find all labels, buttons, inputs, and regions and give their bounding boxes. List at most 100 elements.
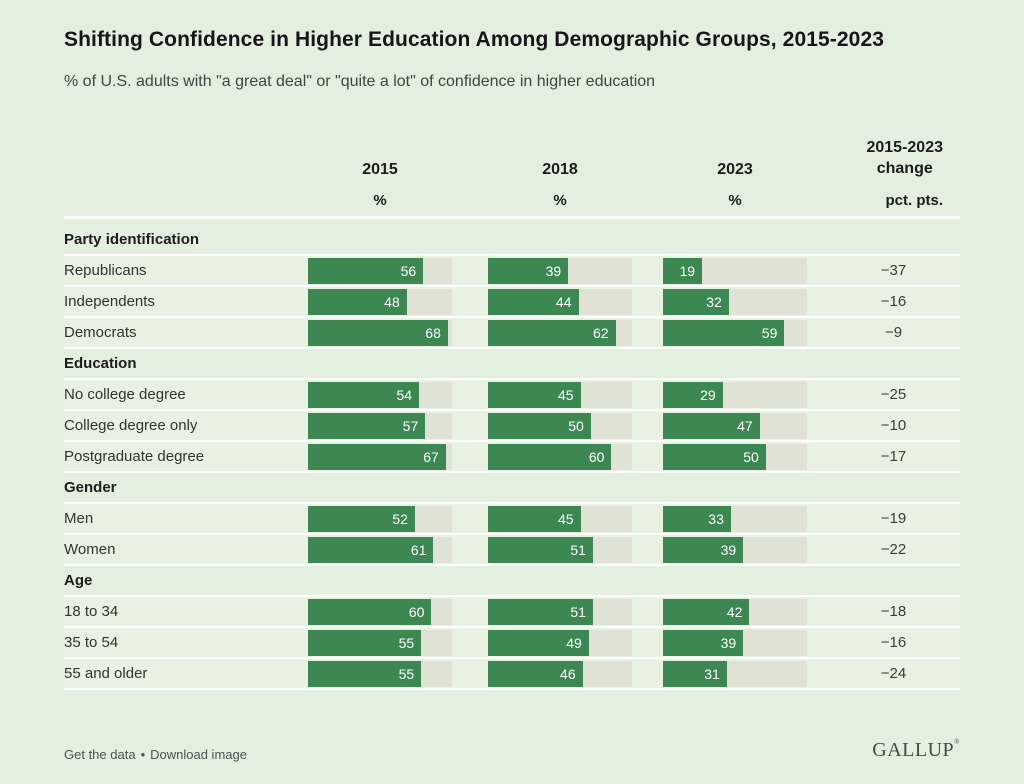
change-value: −22 bbox=[880, 541, 907, 558]
bar-track-2023: 39 bbox=[663, 536, 807, 563]
row-label: 35 to 54 bbox=[64, 634, 119, 651]
bar-value: 44 bbox=[555, 293, 572, 310]
bar-track-2023: 50 bbox=[663, 443, 807, 470]
bar-cell-2023: 19 bbox=[663, 257, 807, 284]
bar-fill: 29 bbox=[663, 381, 723, 408]
unit-percent-2023: % bbox=[728, 192, 742, 209]
unit-percent-2018: % bbox=[553, 192, 567, 209]
bar-cell-2015: 60 bbox=[308, 598, 488, 625]
table-row: Women 61 51 39 −22 bbox=[64, 535, 960, 566]
bar-fill: 39 bbox=[663, 536, 744, 563]
row-label: College degree only bbox=[64, 417, 198, 434]
bar-value: 55 bbox=[398, 634, 415, 651]
bar-value: 39 bbox=[720, 541, 737, 558]
bar-track-2018: 62 bbox=[488, 319, 632, 346]
column-header-2015: 2015 bbox=[362, 161, 398, 178]
bar-fill: 50 bbox=[488, 412, 591, 439]
bar-fill: 54 bbox=[308, 381, 420, 408]
table-row: Democrats 68 62 59 −9 bbox=[64, 318, 960, 349]
bar-fill: 49 bbox=[488, 629, 589, 656]
bar-track-2023: 59 bbox=[663, 319, 807, 346]
bar-value: 49 bbox=[566, 634, 582, 651]
bar-track-2015: 54 bbox=[308, 381, 452, 408]
section-header-row: Gender bbox=[64, 473, 960, 504]
change-value: −25 bbox=[880, 386, 907, 403]
bar-track-2015: 48 bbox=[308, 288, 452, 315]
bar-value: 61 bbox=[410, 541, 427, 558]
bar-track-2018: 45 bbox=[488, 381, 632, 408]
bar-fill: 51 bbox=[488, 598, 593, 625]
bar-track-2018: 44 bbox=[488, 288, 632, 315]
download-image-link[interactable]: Download image bbox=[150, 747, 247, 762]
table-row: Independents 48 44 32 −16 bbox=[64, 287, 960, 318]
column-header-2018: 2018 bbox=[542, 161, 578, 178]
get-the-data-link[interactable]: Get the data bbox=[64, 747, 136, 762]
bar-value: 50 bbox=[743, 448, 759, 465]
bar-cell-2018: 44 bbox=[488, 288, 663, 315]
column-header-2023: 2023 bbox=[717, 161, 753, 178]
section-header-row: Party identification bbox=[64, 225, 960, 256]
change-header-line2: change bbox=[876, 160, 933, 177]
change-value: −10 bbox=[880, 417, 907, 434]
bar-fill: 19 bbox=[663, 257, 703, 284]
bar-value: 39 bbox=[545, 262, 562, 279]
column-header-change: 2015-2023 change bbox=[807, 137, 960, 179]
bar-track-2018: 46 bbox=[488, 660, 632, 687]
bar-track-2015: 57 bbox=[308, 412, 452, 439]
bar-track-2015: 60 bbox=[308, 598, 452, 625]
footer-links: Get the data • Download image bbox=[64, 747, 247, 762]
row-label: Independents bbox=[64, 293, 155, 310]
row-label: Postgraduate degree bbox=[64, 448, 205, 465]
bar-value: 60 bbox=[588, 448, 605, 465]
bar-value: 48 bbox=[384, 293, 400, 310]
change-value: −24 bbox=[880, 665, 907, 682]
bar-cell-2018: 60 bbox=[488, 443, 663, 470]
bar-fill: 42 bbox=[663, 598, 750, 625]
bar-value: 33 bbox=[708, 510, 724, 527]
bar-value: 68 bbox=[425, 324, 441, 341]
change-value: −16 bbox=[880, 634, 907, 651]
bar-cell-2015: 55 bbox=[308, 660, 488, 687]
bar-fill: 62 bbox=[488, 319, 616, 346]
bar-value: 55 bbox=[398, 665, 415, 682]
section-label: Age bbox=[64, 572, 93, 589]
change-value: −16 bbox=[880, 293, 907, 310]
change-value: −18 bbox=[880, 603, 907, 620]
column-header-row: 2015 2018 2023 2015-2023 change bbox=[64, 137, 960, 185]
bar-fill: 44 bbox=[488, 288, 579, 315]
section-label: Education bbox=[64, 355, 137, 372]
bar-value: 51 bbox=[570, 541, 586, 558]
bar-fill: 61 bbox=[308, 536, 434, 563]
bar-track-2023: 32 bbox=[663, 288, 807, 315]
bar-cell-2023: 32 bbox=[663, 288, 807, 315]
bar-cell-2023: 42 bbox=[663, 598, 807, 625]
bar-value: 56 bbox=[400, 262, 417, 279]
bar-track-2015: 67 bbox=[308, 443, 452, 470]
bar-cell-2015: 52 bbox=[308, 505, 488, 532]
bar-fill: 48 bbox=[308, 288, 407, 315]
bar-track-2018: 60 bbox=[488, 443, 632, 470]
bar-fill: 59 bbox=[663, 319, 785, 346]
bar-track-2018: 51 bbox=[488, 536, 632, 563]
bar-track-2023: 39 bbox=[663, 629, 807, 656]
bar-cell-2015: 67 bbox=[308, 443, 488, 470]
bar-track-2023: 47 bbox=[663, 412, 807, 439]
bar-value: 39 bbox=[720, 634, 737, 651]
bar-fill: 45 bbox=[488, 381, 581, 408]
bar-cell-2018: 51 bbox=[488, 598, 663, 625]
row-label: Women bbox=[64, 541, 116, 558]
bar-track-2023: 42 bbox=[663, 598, 807, 625]
bar-fill: 67 bbox=[308, 443, 446, 470]
change-value: −9 bbox=[884, 324, 903, 341]
bar-cell-2023: 39 bbox=[663, 536, 807, 563]
bar-track-2015: 55 bbox=[308, 660, 452, 687]
section-header-row: Education bbox=[64, 349, 960, 380]
bar-track-2023: 19 bbox=[663, 257, 807, 284]
bar-value: 52 bbox=[392, 510, 408, 527]
bar-value: 67 bbox=[423, 448, 439, 465]
bar-track-2015: 55 bbox=[308, 629, 452, 656]
unit-pct-pts: pct. pts. bbox=[885, 192, 943, 209]
bar-cell-2015: 61 bbox=[308, 536, 488, 563]
bar-fill: 55 bbox=[308, 629, 422, 656]
